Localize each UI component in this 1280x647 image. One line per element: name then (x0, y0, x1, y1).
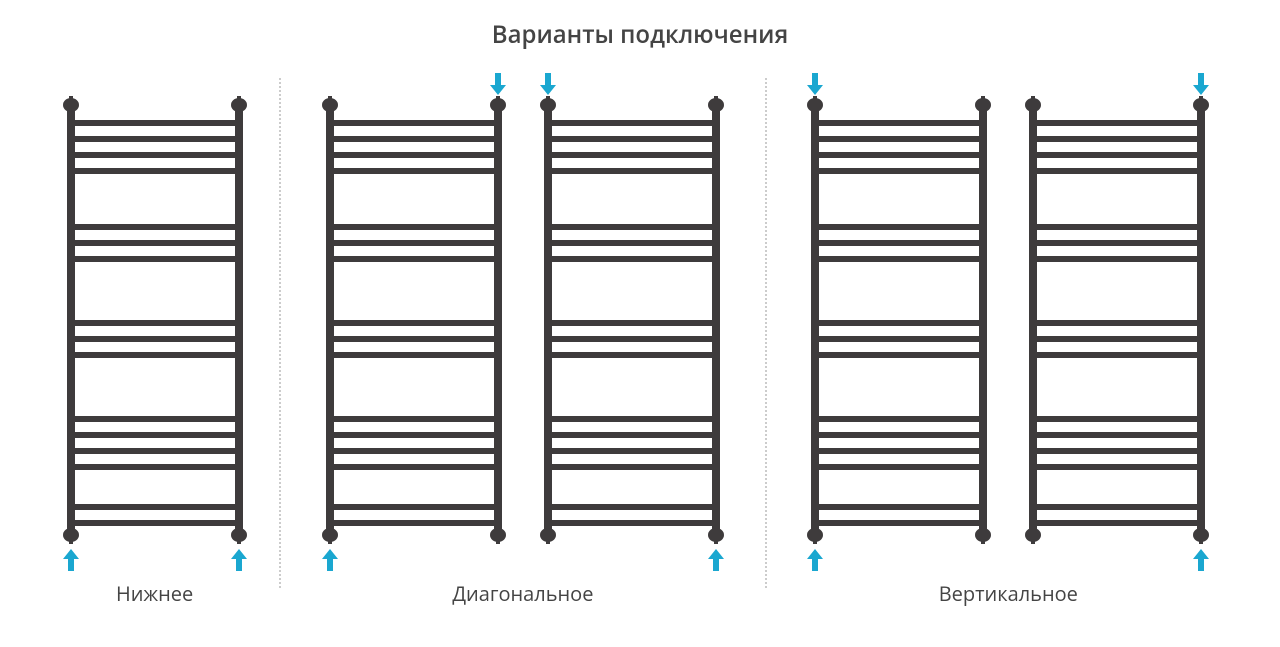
group-caption: Диагональное (452, 580, 593, 607)
arrow-up-icon (229, 548, 249, 572)
arrow-down-icon (488, 72, 508, 96)
radiator-icon (320, 96, 508, 544)
arrow-up-icon (61, 548, 81, 572)
radiator (320, 72, 508, 572)
radiator (538, 72, 726, 572)
connection-group: Диагональное (281, 72, 764, 617)
group-caption: Вертикальное (939, 580, 1078, 607)
radiator (61, 72, 249, 572)
radiator-icon (538, 96, 726, 544)
connection-group: Вертикальное (767, 72, 1250, 617)
arrow-up-icon (805, 548, 825, 572)
radiators-row (61, 72, 249, 572)
group-caption: Нижнее (116, 580, 193, 607)
radiator-icon (805, 96, 993, 544)
arrow-up-icon (706, 548, 726, 572)
arrow-up-icon (320, 548, 340, 572)
radiator (805, 72, 993, 572)
page: Варианты подключения Нижнее Диагональное В… (0, 0, 1280, 647)
radiators-row (320, 72, 726, 572)
arrow-down-icon (1191, 72, 1211, 96)
radiator-icon (61, 96, 249, 544)
arrow-up-icon (1191, 548, 1211, 572)
arrow-down-icon (805, 72, 825, 96)
page-title: Варианты подключения (0, 18, 1280, 51)
connection-group: Нижнее (30, 72, 279, 617)
arrow-down-icon (538, 72, 558, 96)
radiators-row (805, 72, 1211, 572)
radiator (1023, 72, 1211, 572)
groups-row: Нижнее Диагональное Вертикальное (30, 72, 1250, 617)
radiator-icon (1023, 96, 1211, 544)
